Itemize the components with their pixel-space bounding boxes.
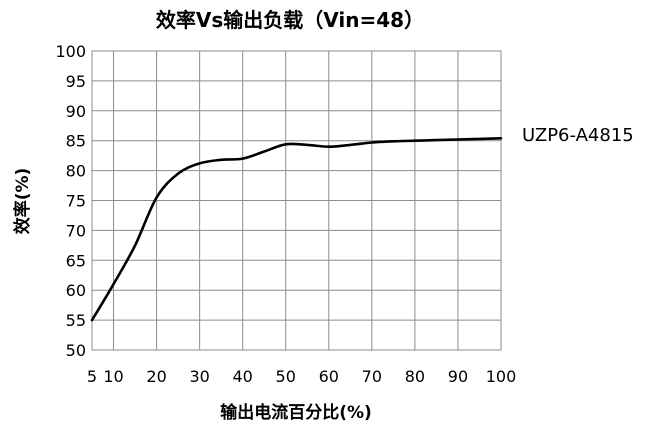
x-tick-label: 5 (87, 367, 97, 386)
x-tick-label: 10 (103, 367, 123, 386)
x-tick-label: 90 (448, 367, 468, 386)
plot-frame (91, 50, 502, 351)
x-axis-label: 输出电流百分比(%) (220, 402, 372, 423)
x-tick-label: 70 (362, 367, 382, 386)
x-tick-label: 20 (146, 367, 166, 386)
y-axis-label: 效率(%) (12, 168, 33, 235)
x-tick-label: 80 (405, 367, 425, 386)
y-tick-label: 90 (66, 102, 86, 121)
x-tick-label: 60 (319, 367, 339, 386)
x-tick-label: 50 (276, 367, 296, 386)
y-tick-label: 100 (55, 42, 86, 61)
x-tick-label: 30 (189, 367, 209, 386)
y-tick-label: 80 (66, 162, 86, 181)
grid (91, 50, 502, 351)
x-tick-label: 40 (233, 367, 253, 386)
x-tick-labels: 5 10 20 30 40 50 60 70 80 90 100 (87, 367, 516, 386)
y-tick-label: 95 (66, 72, 86, 91)
y-tick-label: 60 (66, 281, 86, 300)
y-tick-label: 85 (66, 132, 86, 151)
series-layer (90, 137, 503, 322)
x-tick-label: 100 (486, 367, 517, 386)
y-tick-label: 55 (66, 311, 86, 330)
chart-title: 效率Vs输出负载（Vin=48） (156, 8, 424, 32)
y-tick-labels: 50 55 60 65 70 75 80 85 90 95 100 (55, 42, 86, 360)
series-label: UZP6-A4815 (522, 125, 634, 146)
series-line-0 (90, 137, 503, 322)
y-tick-label: 75 (66, 192, 86, 211)
y-tick-label: 50 (66, 341, 86, 360)
y-tick-label: 65 (66, 251, 86, 270)
y-tick-label: 70 (66, 221, 86, 240)
